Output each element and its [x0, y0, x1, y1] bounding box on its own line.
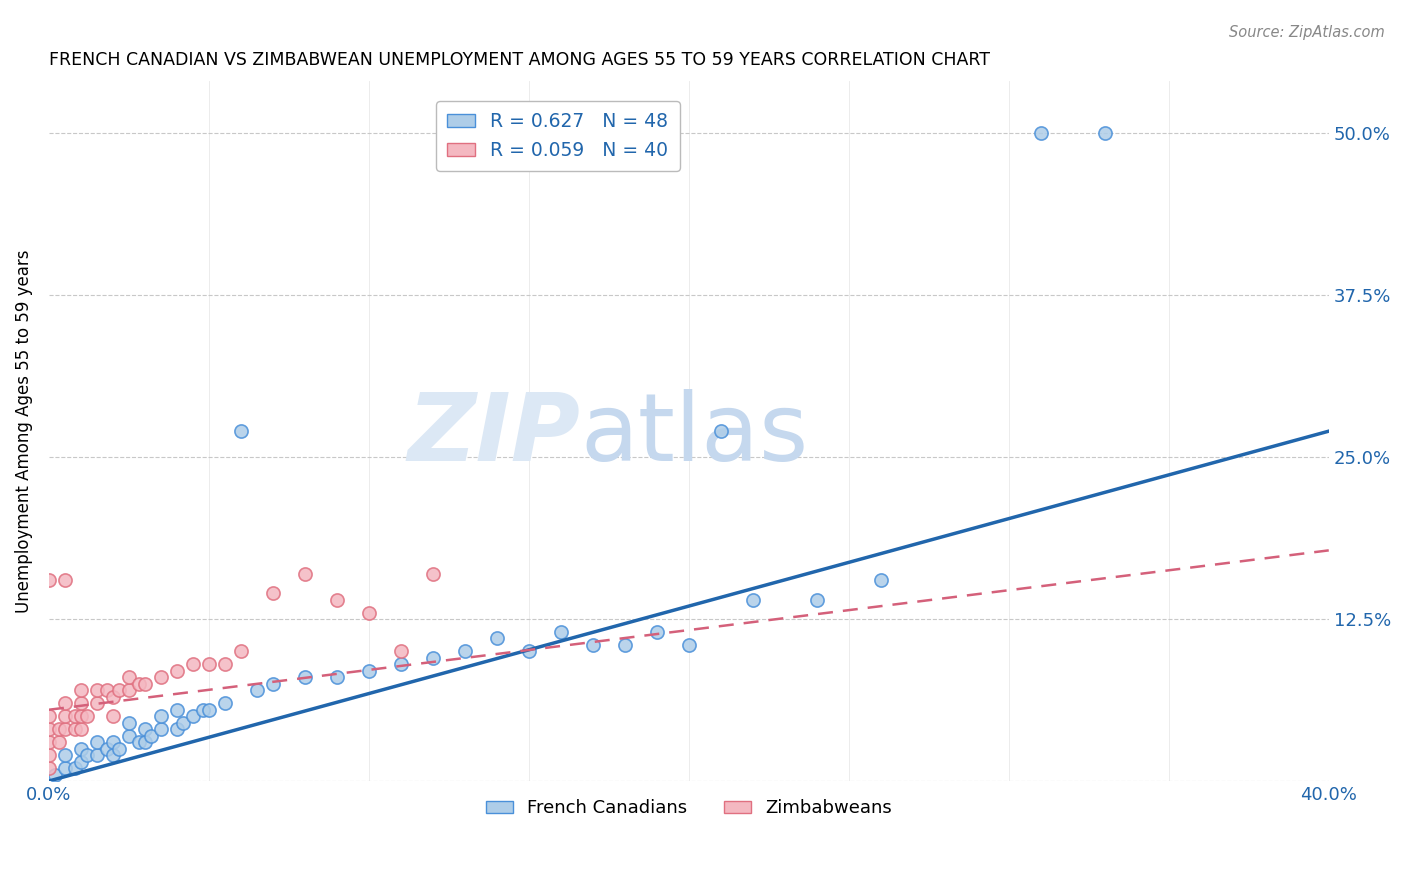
Point — [191, 703, 214, 717]
Point — [485, 632, 508, 646]
Point — [389, 644, 412, 658]
Point — [214, 696, 236, 710]
Point — [229, 644, 252, 658]
Point — [134, 722, 156, 736]
Point — [134, 677, 156, 691]
Point — [101, 748, 124, 763]
Point — [118, 715, 141, 730]
Point — [710, 424, 733, 438]
Point — [44, 767, 66, 781]
Point — [48, 722, 70, 736]
Point — [86, 735, 108, 749]
Point — [678, 638, 700, 652]
Point — [262, 677, 284, 691]
Point — [118, 729, 141, 743]
Point — [149, 722, 172, 736]
Text: Source: ZipAtlas.com: Source: ZipAtlas.com — [1229, 25, 1385, 40]
Y-axis label: Unemployment Among Ages 55 to 59 years: Unemployment Among Ages 55 to 59 years — [15, 250, 32, 613]
Point — [70, 722, 93, 736]
Point — [181, 709, 204, 723]
Point — [86, 683, 108, 698]
Point — [101, 709, 124, 723]
Point — [246, 683, 269, 698]
Point — [70, 755, 93, 769]
Point — [101, 735, 124, 749]
Point — [63, 761, 86, 775]
Point — [63, 709, 86, 723]
Point — [96, 683, 118, 698]
Point — [869, 573, 891, 587]
Point — [76, 748, 98, 763]
Point — [53, 722, 76, 736]
Point — [229, 424, 252, 438]
Point — [70, 709, 93, 723]
Point — [38, 748, 60, 763]
Point — [166, 722, 188, 736]
Point — [582, 638, 605, 652]
Point — [70, 696, 93, 710]
Point — [38, 573, 60, 587]
Point — [172, 715, 194, 730]
Point — [70, 683, 93, 698]
Point — [38, 709, 60, 723]
Point — [389, 657, 412, 672]
Point — [70, 741, 93, 756]
Point — [53, 696, 76, 710]
Point — [181, 657, 204, 672]
Point — [63, 722, 86, 736]
Point — [38, 722, 60, 736]
Point — [128, 735, 150, 749]
Point — [1029, 126, 1052, 140]
Point — [108, 683, 131, 698]
Point — [357, 606, 380, 620]
Point — [214, 657, 236, 672]
Point — [422, 651, 444, 665]
Text: FRENCH CANADIAN VS ZIMBABWEAN UNEMPLOYMENT AMONG AGES 55 TO 59 YEARS CORRELATION: FRENCH CANADIAN VS ZIMBABWEAN UNEMPLOYME… — [49, 51, 990, 69]
Legend: French Canadians, Zimbabweans: French Canadians, Zimbabweans — [478, 792, 898, 824]
Text: atlas: atlas — [581, 389, 808, 481]
Point — [38, 735, 60, 749]
Point — [294, 566, 316, 581]
Point — [53, 573, 76, 587]
Point — [326, 592, 349, 607]
Point — [550, 625, 572, 640]
Point — [118, 683, 141, 698]
Point — [128, 677, 150, 691]
Point — [517, 644, 540, 658]
Point — [645, 625, 668, 640]
Point — [118, 670, 141, 684]
Point — [108, 741, 131, 756]
Point — [101, 690, 124, 704]
Point — [38, 761, 60, 775]
Point — [53, 709, 76, 723]
Point — [806, 592, 828, 607]
Point — [357, 664, 380, 678]
Point — [149, 670, 172, 684]
Point — [96, 741, 118, 756]
Point — [326, 670, 349, 684]
Point — [48, 735, 70, 749]
Point — [1094, 126, 1116, 140]
Point — [294, 670, 316, 684]
Point — [149, 709, 172, 723]
Point — [76, 709, 98, 723]
Point — [262, 586, 284, 600]
Point — [166, 703, 188, 717]
Point — [141, 729, 163, 743]
Point — [198, 703, 221, 717]
Point — [422, 566, 444, 581]
Point — [86, 748, 108, 763]
Point — [53, 748, 76, 763]
Point — [166, 664, 188, 678]
Point — [86, 696, 108, 710]
Point — [741, 592, 763, 607]
Text: ZIP: ZIP — [408, 389, 581, 481]
Point — [134, 735, 156, 749]
Point — [454, 644, 477, 658]
Point — [53, 761, 76, 775]
Point — [198, 657, 221, 672]
Point — [613, 638, 636, 652]
